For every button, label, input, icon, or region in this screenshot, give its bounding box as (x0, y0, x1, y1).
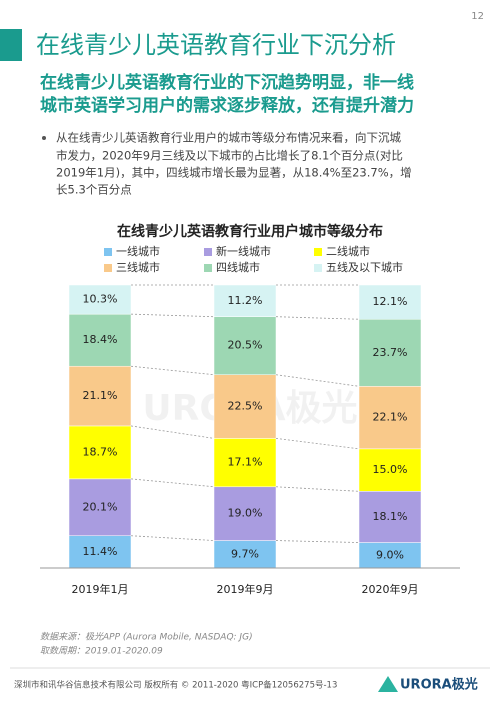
title: 在线青少儿英语教育行业下沉分析 (36, 31, 396, 59)
bar-segment (213, 540, 277, 569)
value-label: 15.0% (373, 463, 408, 476)
connector (130, 313, 215, 318)
bar-segment (68, 284, 132, 315)
legend-label: 四线城市 (216, 260, 260, 274)
footer-text: 深圳市和讯华谷信息技术有限公司 版权所有 © 2011-2020 粤ICP备12… (14, 680, 337, 691)
legend-label: 二线城市 (326, 244, 370, 258)
bar-segment (68, 425, 132, 480)
legend-label: 一线城市 (116, 244, 160, 258)
legend-swatch (314, 264, 322, 272)
source: 数据来源：极光APP (Aurora Mobile, NASDAQ: JG) (40, 632, 253, 643)
chart-title: 在线青少儿英语教育行业用户城市等级分布 (117, 223, 383, 240)
bar-segment (358, 284, 422, 320)
logo-icon (378, 676, 398, 692)
connector (275, 486, 360, 492)
legend-label: 新一线城市 (216, 244, 271, 258)
legend-swatch (314, 248, 322, 256)
page-number: 12 (471, 11, 484, 22)
legend-swatch (104, 264, 112, 272)
value-label: 19.0% (228, 507, 263, 520)
connector (275, 316, 360, 320)
connector (275, 374, 360, 387)
value-label: 11.2% (228, 294, 263, 307)
value-label: 20.5% (228, 339, 263, 352)
value-label: 18.1% (373, 510, 408, 523)
logo: URORA极光 (400, 677, 478, 693)
legend-label: 五线及以下城市 (326, 260, 403, 274)
bar-segment (68, 313, 132, 367)
value-label: 9.0% (376, 548, 404, 561)
bar-segment (358, 448, 422, 492)
value-label: 21.1% (83, 389, 118, 402)
bar-segment (68, 478, 132, 536)
bar-segment (213, 438, 277, 488)
legend-label: 三线城市 (116, 260, 160, 274)
connector (130, 535, 215, 541)
connector (130, 478, 215, 488)
subtitle: 在线青少儿英语教育行业的下沉趋势明显，非一线 (40, 72, 414, 93)
connector (275, 540, 360, 543)
value-label: 9.7% (231, 547, 259, 560)
bar-segment (358, 491, 422, 543)
bullet-text: 市发力，2020年9月三线及以下城市的占比增长了8.1个百分点(对比 (56, 149, 403, 163)
value-label: 22.5% (228, 400, 263, 413)
bar-segment (213, 374, 277, 439)
bullet-dot (42, 136, 46, 140)
legend-swatch (204, 248, 212, 256)
bar-segment (213, 316, 277, 375)
value-label: 18.4% (83, 333, 118, 346)
value-label: 11.4% (83, 545, 118, 558)
value-label: 12.1% (373, 295, 408, 308)
bar-segment (358, 542, 422, 569)
source: 取数周期：2019.01-2020.09 (40, 646, 163, 657)
value-label: 10.3% (83, 293, 118, 306)
x-tick-label: 2020年9月 (362, 582, 419, 596)
x-tick-label: 2019年9月 (217, 582, 274, 596)
connector (130, 365, 215, 376)
subtitle: 城市英语学习用户的需求逐步释放，还有提升潜力 (40, 95, 414, 116)
bar-segment (213, 284, 277, 317)
title-bar (0, 29, 22, 61)
bullet-text: 长5.3个百分点 (56, 183, 132, 197)
legend-swatch (104, 248, 112, 256)
connector (275, 437, 360, 450)
value-label: 23.7% (373, 346, 408, 359)
bar-segment (358, 386, 422, 450)
value-label: 18.7% (83, 445, 118, 458)
connector (130, 425, 215, 439)
bar-segment (358, 318, 422, 387)
bullet-text: 2019年1月)，其中，四线城市增长最为显著，从18.4%至23.7%，增 (56, 166, 412, 180)
value-label: 20.1% (83, 500, 118, 513)
x-tick-label: 2019年1月 (72, 582, 129, 596)
bullet-text: 从在线青少儿英语教育行业用户的城市等级分布情况来看，向下沉城 (56, 131, 401, 145)
bar-segment (213, 486, 277, 541)
value-label: 17.1% (228, 456, 263, 469)
legend-swatch (204, 264, 212, 272)
value-label: 22.1% (373, 411, 408, 424)
